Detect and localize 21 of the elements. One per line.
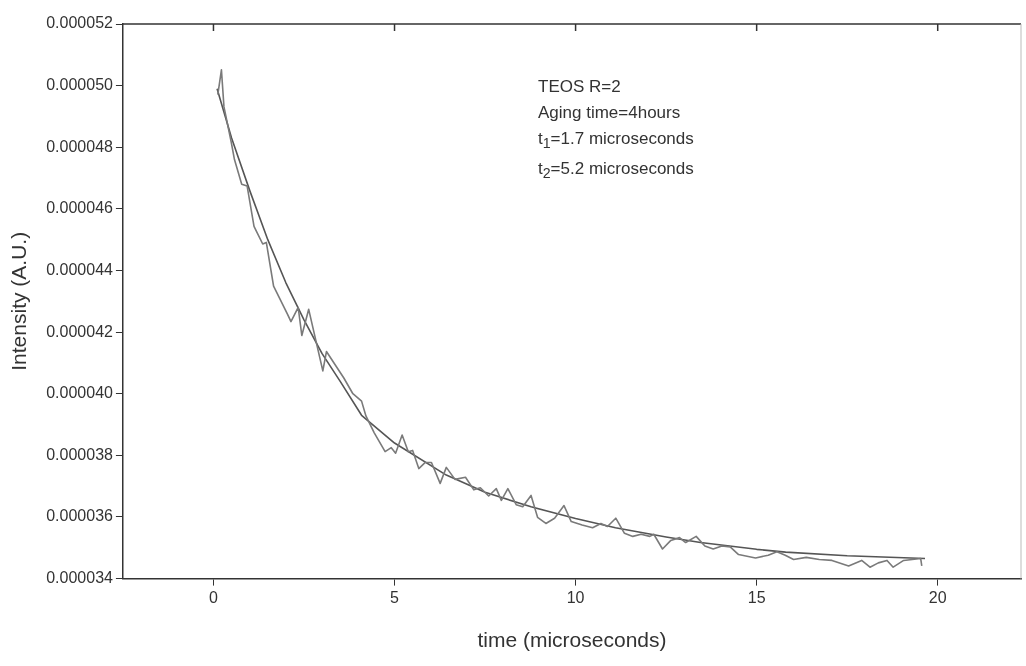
- y-tick-label: 0.000034: [46, 569, 114, 587]
- annotation: t$_{2}$=5.2 microseconds: [538, 158, 694, 184]
- x-axis-title: time (microseconds): [477, 628, 667, 652]
- x-tick-label: 10: [566, 588, 585, 606]
- y-axis-title: Intensity (A.U.): [7, 231, 31, 371]
- x-tick-label: 15: [747, 588, 766, 606]
- x-tick-label: 20: [928, 588, 947, 606]
- y-tick-label: 0.000040: [46, 384, 114, 402]
- y-tick-label: 0.000046: [46, 199, 114, 217]
- annotation: t$_{1}$=1.7 microseconds: [538, 128, 694, 154]
- y-tick-label: 0.000050: [46, 76, 114, 94]
- y-tick-label: 0.000038: [46, 445, 114, 463]
- annotation: TEOS R=2: [538, 76, 622, 98]
- y-tick-label: 0.000052: [46, 14, 114, 32]
- x-tick-label: 5: [390, 588, 400, 606]
- y-tick-label: 0.000044: [46, 260, 114, 278]
- y-tick-label: 0.000048: [46, 137, 114, 155]
- y-tick-label: 0.000036: [46, 507, 114, 525]
- annotation: Aging time=4hours: [538, 102, 682, 124]
- x-tick-label: 0: [209, 588, 219, 606]
- y-tick-label: 0.000042: [46, 322, 114, 340]
